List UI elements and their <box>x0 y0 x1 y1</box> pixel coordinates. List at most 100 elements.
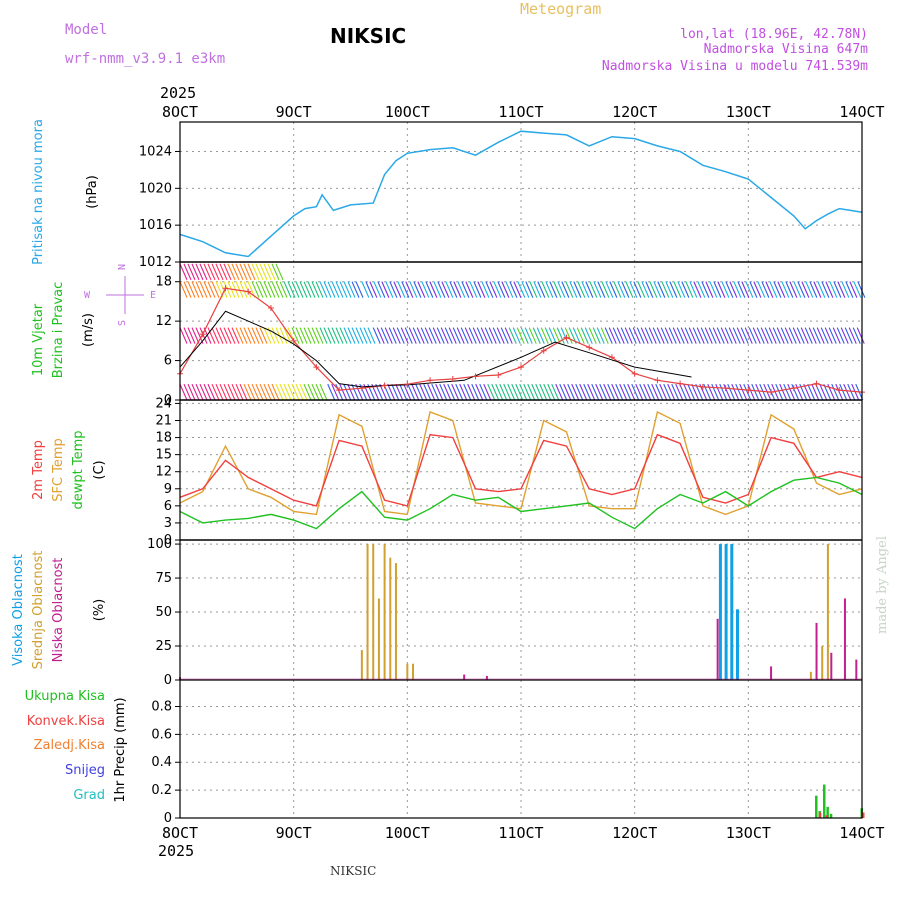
wind-arrow <box>440 327 449 344</box>
wind-arrow <box>509 281 518 298</box>
wind-arrow <box>255 281 264 298</box>
pressure-y-tick-label: 1016 <box>139 218 172 233</box>
wind-arrow <box>323 281 332 298</box>
wind-y-tick-label: 12 <box>155 314 172 329</box>
wind-arrow <box>541 281 550 298</box>
wind-arrow <box>239 263 248 281</box>
wind-arrow <box>259 383 268 401</box>
bottom-x-tick-label: 10OCT <box>385 824 430 842</box>
wind-arrow <box>713 281 722 298</box>
wind-speed-marker <box>199 331 206 338</box>
wind-arrow <box>469 281 478 298</box>
wind-arrow <box>191 327 200 344</box>
convective-rain-bar <box>818 812 822 818</box>
wind-arrow <box>755 383 764 401</box>
wind-arrow <box>561 281 570 298</box>
wind-arrow <box>623 383 632 401</box>
wind-arrow <box>540 327 549 344</box>
wind-arrow <box>764 327 773 344</box>
low-cloud-bar <box>463 674 466 680</box>
wind-arrow <box>247 327 256 344</box>
wind-arrow <box>559 383 568 401</box>
wind-arrow <box>521 281 530 298</box>
wind-arrow <box>613 281 622 298</box>
wind-arrow <box>621 281 630 298</box>
wind-arrow <box>456 327 465 344</box>
wind-arrow <box>804 327 813 344</box>
wind-arrow <box>361 281 370 298</box>
wind-arrow <box>195 327 204 344</box>
top-x-tick-label: 11OCT <box>498 103 543 121</box>
wind-arrow <box>464 327 473 344</box>
wind-arrow <box>391 383 400 401</box>
wind-arrow <box>508 327 517 344</box>
wind-arrow <box>480 327 489 344</box>
precip-label-snow: Snijeg <box>65 763 105 778</box>
product-title: Meteogram <box>520 0 601 18</box>
wind-speed-marker <box>472 373 479 380</box>
wind-arrow <box>660 327 669 344</box>
wind-arrow <box>761 281 770 298</box>
wind-arrow <box>640 327 649 344</box>
wind-arrow <box>444 327 453 344</box>
wind-arrow <box>808 327 817 344</box>
wind-arrow <box>756 327 765 344</box>
wind-arrow <box>263 281 272 298</box>
wind-arrow <box>235 263 244 281</box>
wind-speed-marker <box>608 354 615 361</box>
wind-arrow <box>452 327 461 344</box>
wind-arrow <box>653 281 662 298</box>
wind-speed-marker <box>313 364 320 371</box>
wind-speed-marker <box>427 377 434 384</box>
wind-arrow <box>427 383 436 401</box>
wind-arrow <box>740 327 749 344</box>
wind-arrow <box>207 383 216 401</box>
wind-arrow <box>267 263 276 281</box>
wind-arrow <box>571 383 580 401</box>
temp-label-sfc: SFC Temp <box>51 438 66 502</box>
wind-arrow <box>487 383 496 401</box>
wind-arrow <box>315 383 324 401</box>
wind-arrow <box>303 281 312 298</box>
wind-arrow <box>207 281 216 298</box>
wind-arrow <box>779 383 788 401</box>
wind-arrow <box>424 327 433 344</box>
wind-arrow <box>492 327 501 344</box>
wind-arrow <box>545 281 554 298</box>
wind-speed-marker <box>404 381 411 388</box>
mid-cloud-bar <box>366 544 369 680</box>
wind-arrow <box>195 281 204 298</box>
wind-arrow <box>339 281 348 298</box>
wind-arrow <box>219 281 228 298</box>
wind-arrow <box>251 327 260 344</box>
precip-label-convective: Konvek.Kisa <box>27 714 105 729</box>
wind-arrow <box>836 327 845 344</box>
wind-arrow <box>227 383 236 401</box>
wind-arrow <box>428 327 437 344</box>
wind-arrow <box>628 327 637 344</box>
wind-arrow <box>403 383 412 401</box>
temp-y-tick-label: 3 <box>164 516 172 531</box>
cloud-y-tick-label: 0 <box>164 673 172 688</box>
wind-arrow <box>367 327 376 344</box>
wind-arrow <box>303 327 312 344</box>
wind-arrow <box>363 327 372 344</box>
wind-arrow <box>453 281 462 298</box>
wind-arrow <box>283 383 292 401</box>
wind-speed-marker <box>563 334 570 341</box>
wind-arrow <box>283 281 292 298</box>
top-x-tick-label: 9OCT <box>276 103 312 121</box>
mid-cloud-bar <box>406 663 409 680</box>
wind-arrow <box>823 383 832 401</box>
wind-arrow <box>751 383 760 401</box>
wind-speed-marker <box>790 385 797 392</box>
wind-arrow <box>603 383 612 401</box>
wind-speed-marker <box>745 387 752 394</box>
wind-arrow <box>732 327 741 344</box>
wind-arrow <box>432 327 441 344</box>
wind-arrow <box>661 281 670 298</box>
wind-arrow <box>431 383 440 401</box>
wind-arrow <box>355 327 364 344</box>
wind-arrow <box>693 281 702 298</box>
wind-arrow <box>247 383 256 401</box>
